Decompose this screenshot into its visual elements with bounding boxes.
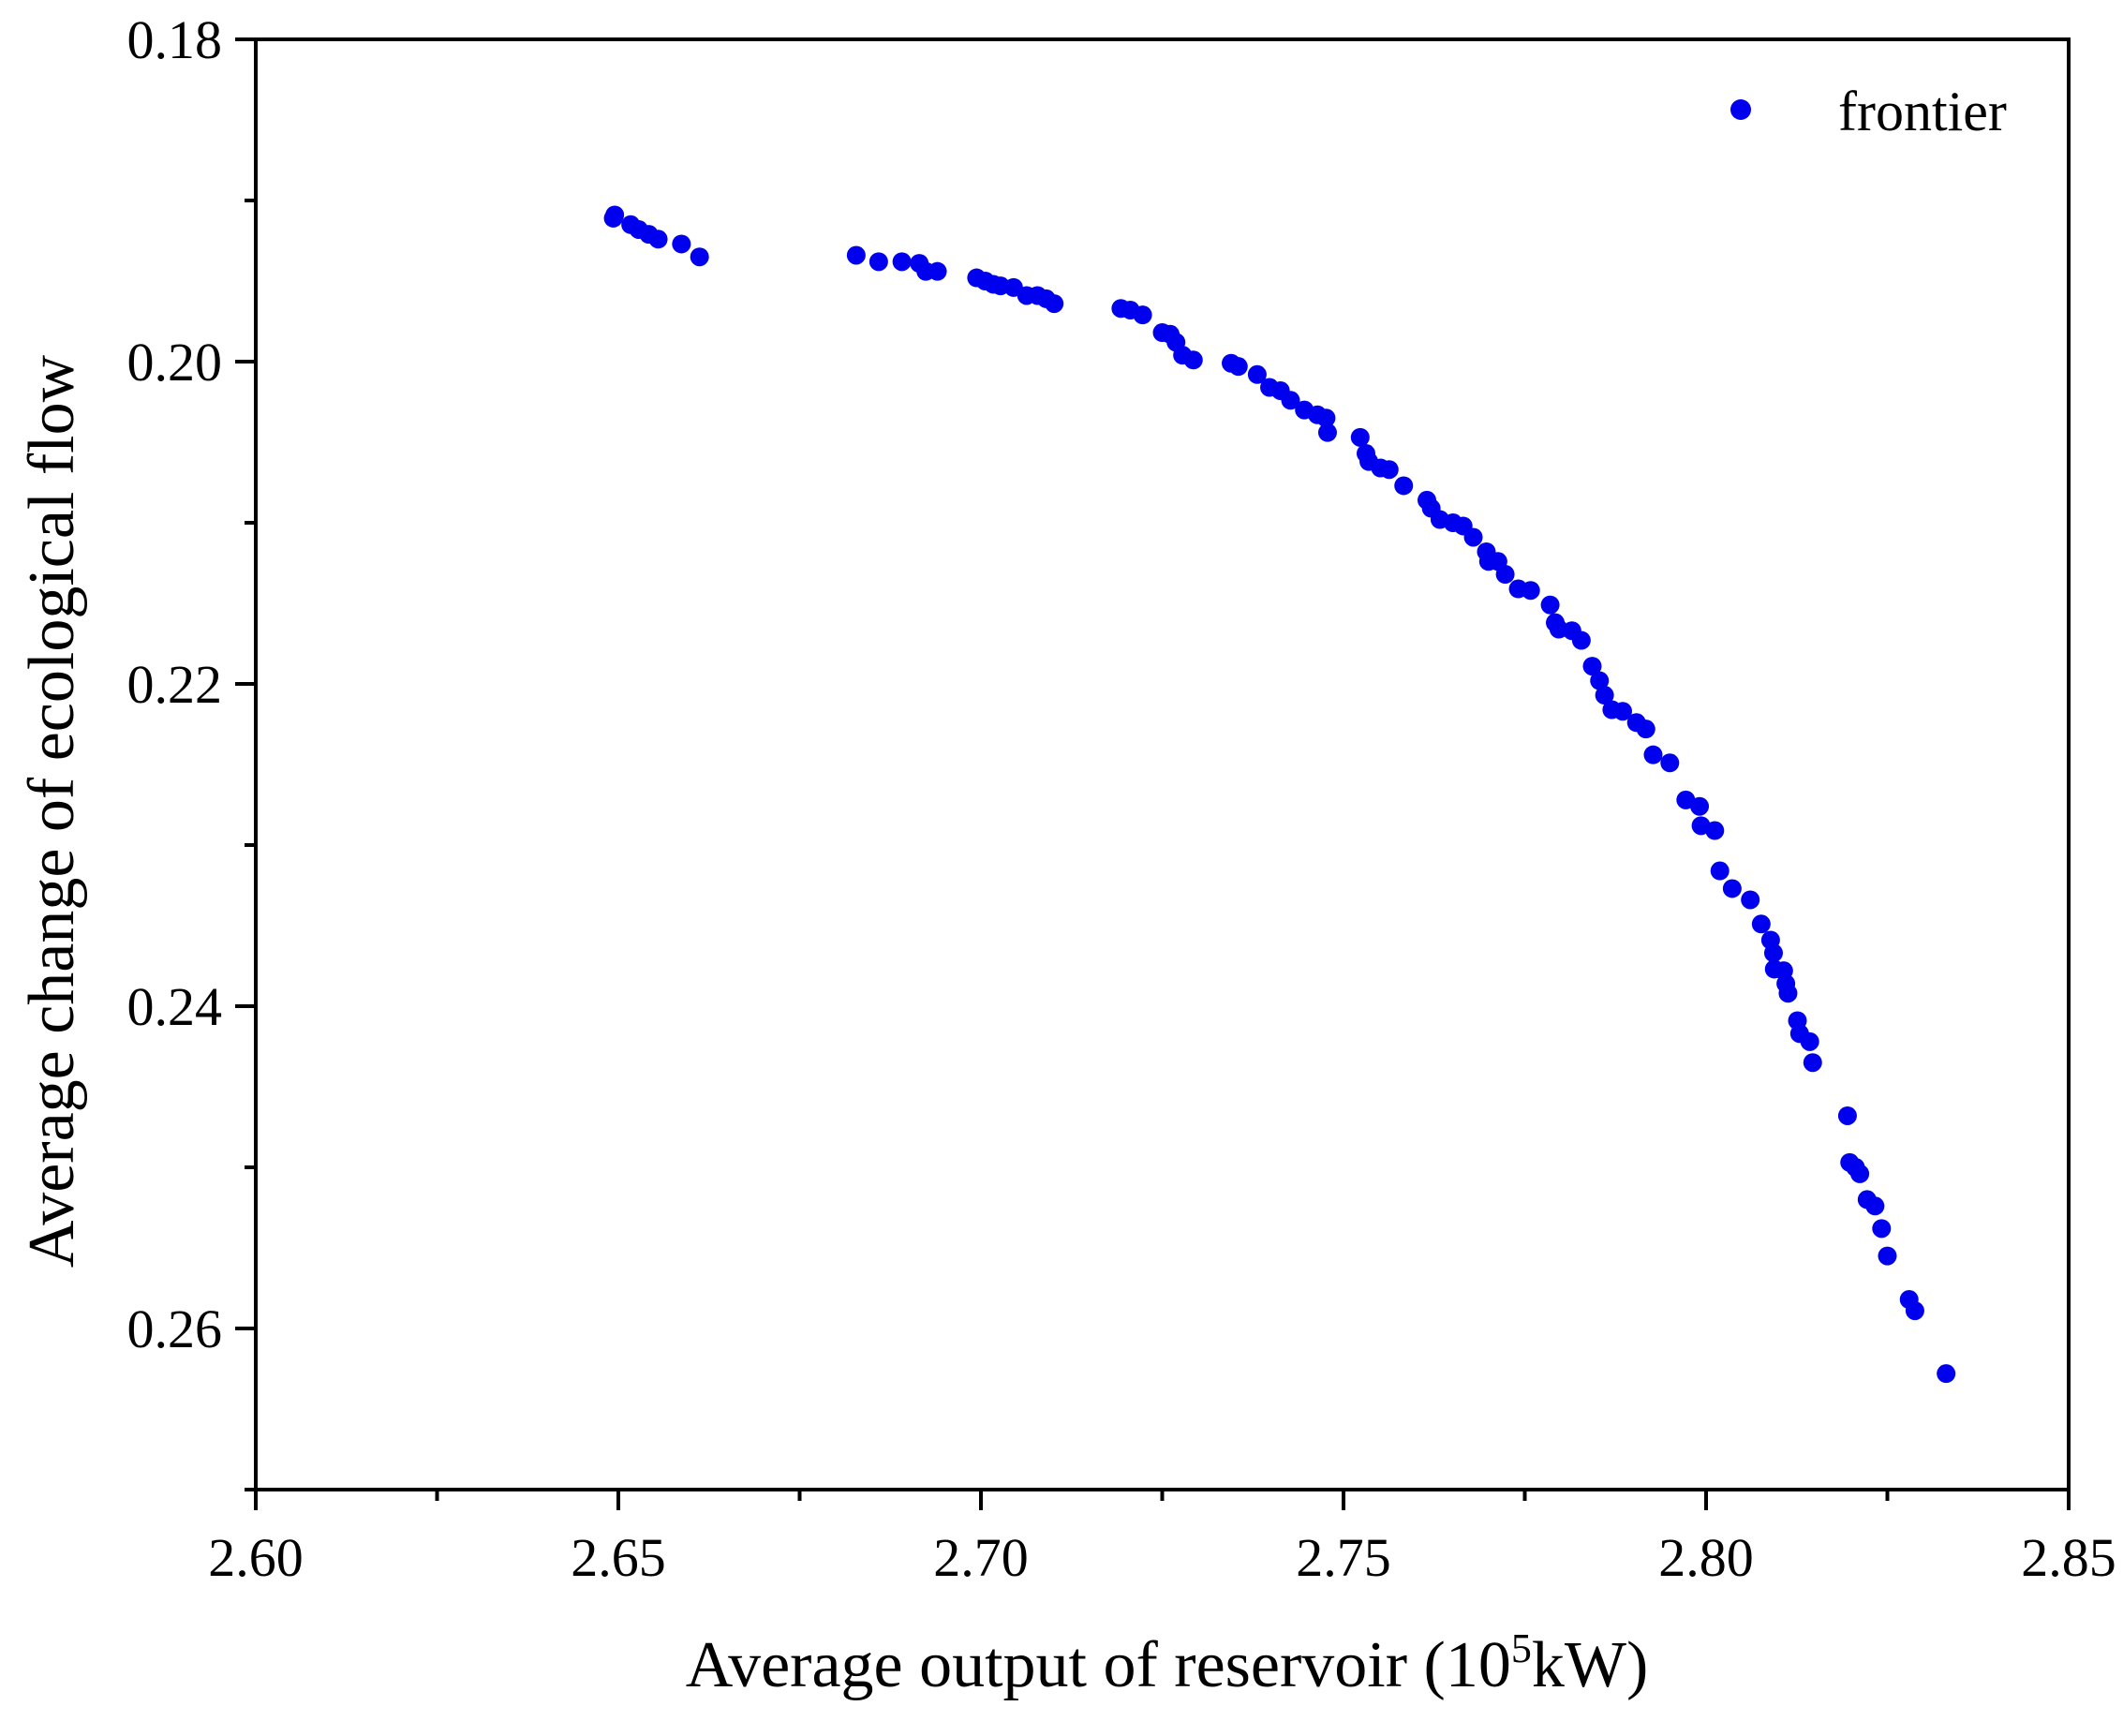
data-point — [1183, 350, 1203, 370]
data-point — [1045, 294, 1064, 314]
data-point — [1741, 890, 1760, 910]
data-point — [1800, 1031, 1819, 1051]
legend-label: frontier — [1838, 81, 2007, 142]
legend: frontier — [1730, 81, 2007, 142]
data-point — [1595, 686, 1614, 705]
data-point — [1612, 702, 1632, 721]
data-point — [1837, 1105, 1857, 1125]
data-point — [672, 234, 691, 254]
data-point — [1778, 984, 1798, 1003]
x-tick-label: 2.60 — [208, 1527, 304, 1588]
y-tick-label: 0.22 — [127, 654, 223, 715]
data-point — [1690, 796, 1710, 816]
x-axis-title-main: Average output of reservoir (10 — [686, 1629, 1511, 1701]
y-tick-label: 0.26 — [127, 1298, 223, 1359]
data-point — [1228, 357, 1248, 377]
data-point — [892, 252, 912, 272]
data-point — [1350, 427, 1370, 447]
data-point — [1905, 1301, 1924, 1321]
data-point — [1495, 565, 1515, 585]
data-point — [648, 230, 668, 249]
points-layer — [603, 205, 1956, 1384]
data-point — [1582, 657, 1602, 676]
data-point — [1316, 408, 1336, 428]
data-point — [1705, 821, 1725, 840]
data-point — [1803, 1053, 1822, 1073]
x-tick-label: 2.65 — [571, 1527, 666, 1588]
data-point — [1590, 671, 1610, 690]
data-point — [1872, 1219, 1892, 1239]
data-point — [1710, 861, 1730, 881]
data-point — [846, 245, 866, 265]
data-point — [928, 261, 947, 281]
data-point — [1571, 631, 1591, 650]
data-point — [868, 252, 888, 272]
y-tick-label: 0.20 — [127, 332, 223, 393]
data-point — [1540, 595, 1560, 615]
data-point — [1379, 460, 1399, 480]
legend-marker — [1730, 99, 1751, 120]
x-tick-label: 2.85 — [2021, 1527, 2116, 1588]
x-axis-title: Average output of reservoir (105kW) — [686, 1625, 1649, 1701]
data-point — [1660, 753, 1680, 773]
y-axis-title: Average change of ecological flow — [16, 354, 88, 1268]
data-point — [1247, 364, 1267, 384]
data-point — [1133, 305, 1152, 325]
data-point — [1463, 527, 1483, 547]
data-point — [1722, 879, 1742, 898]
data-point — [1521, 581, 1540, 601]
x-tick-label: 2.70 — [933, 1527, 1029, 1588]
data-point — [1281, 391, 1300, 410]
ticks-layer: 2.60 2.65 2.70 2.75 2.80 2.85 0.18 0.20 0.22 0.24… — [127, 9, 2116, 1588]
data-point — [1865, 1196, 1885, 1216]
data-point — [1763, 943, 1783, 963]
data-point — [1317, 423, 1337, 442]
y-tick-label: 0.18 — [127, 9, 223, 70]
data-point — [605, 205, 625, 225]
data-point — [1751, 914, 1771, 934]
data-point — [1636, 720, 1655, 739]
data-point — [1878, 1246, 1897, 1266]
plot-area-frame — [254, 37, 2071, 1491]
data-point — [690, 247, 709, 267]
data-point — [1850, 1164, 1870, 1183]
data-point — [1937, 1364, 1956, 1384]
data-point — [1643, 745, 1663, 764]
y-tick-label: 0.24 — [127, 976, 223, 1037]
x-axis-title-suffix: kW) — [1532, 1629, 1648, 1701]
x-axis-title-superscript: 5 — [1511, 1625, 1532, 1671]
x-tick-label: 2.80 — [1658, 1527, 1754, 1588]
data-point — [1394, 476, 1414, 496]
x-tick-label: 2.75 — [1296, 1527, 1391, 1588]
